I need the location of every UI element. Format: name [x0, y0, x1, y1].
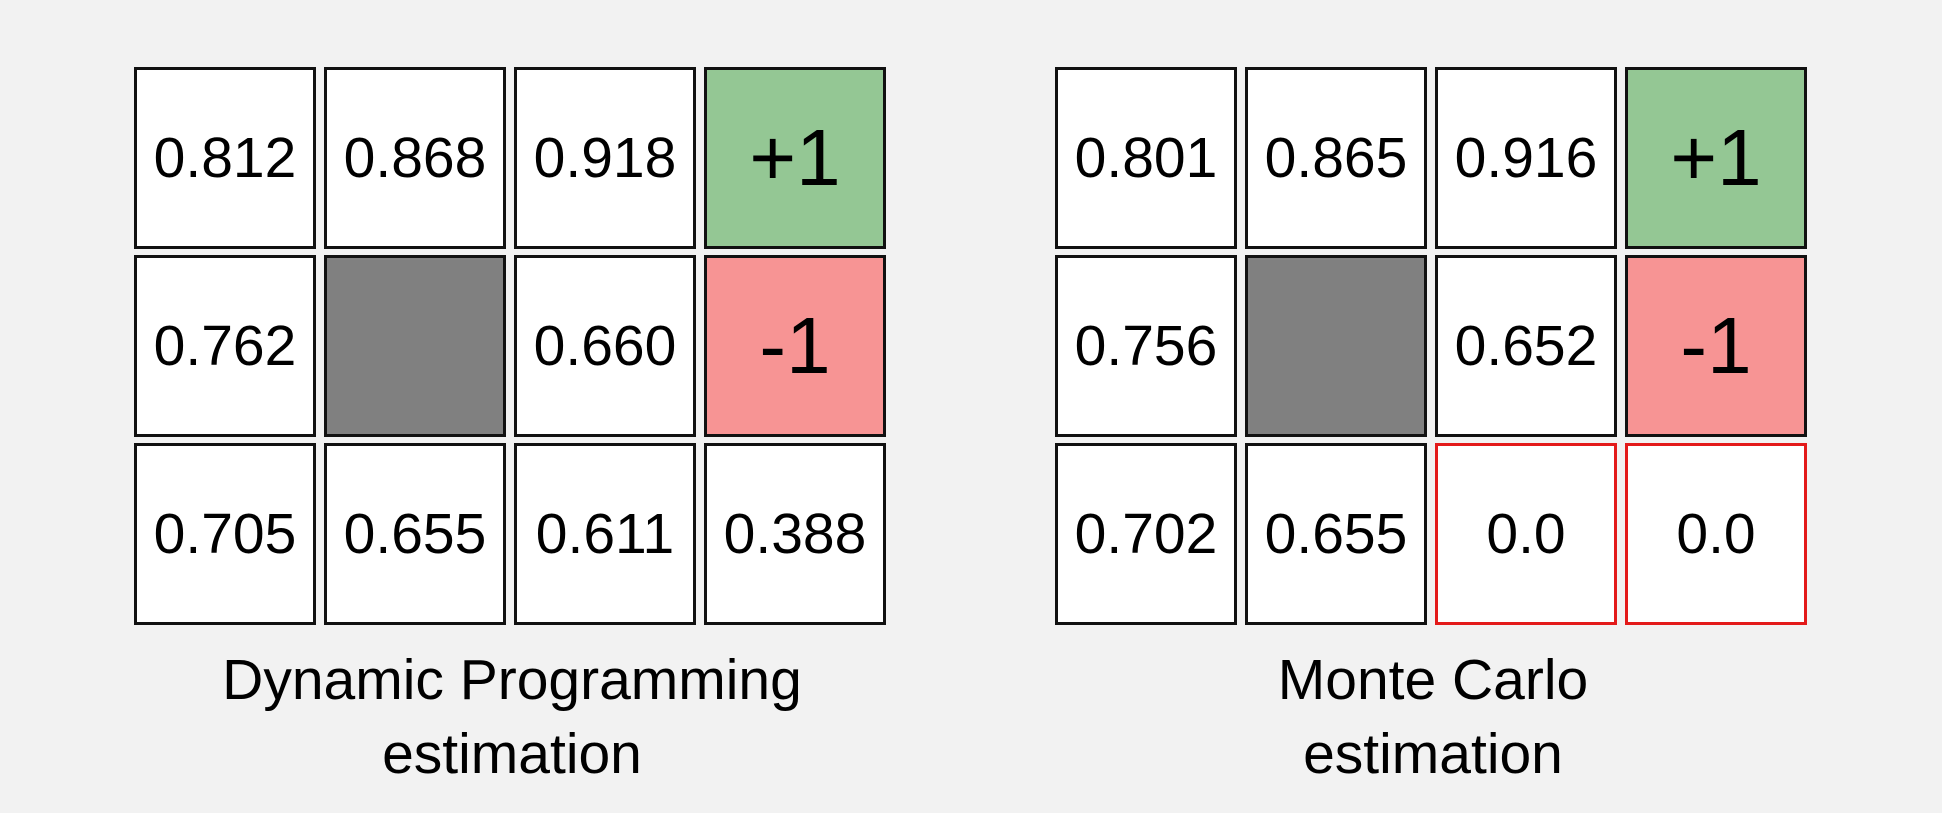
caption-line: estimation — [1303, 722, 1563, 786]
panel-caption: Dynamic Programming estimation — [134, 643, 890, 791]
pit-cell: -1 — [704, 255, 886, 437]
value-grid: 0.812 0.868 0.918 +1 0.762 0.660 -1 0.705 0.655 0… — [134, 67, 890, 625]
value-cell: 0.655 — [324, 443, 506, 625]
value-cell: 0.660 — [514, 255, 696, 437]
panel-caption: Monte Carlo estimation — [1055, 643, 1811, 791]
highlighted-value-cell: 0.0 — [1435, 443, 1617, 625]
highlighted-value-cell: 0.0 — [1625, 443, 1807, 625]
wall-cell — [324, 255, 506, 437]
dynamic-programming-panel: 0.812 0.868 0.918 +1 0.762 0.660 -1 0.705 0.655 0… — [134, 67, 890, 791]
wall-cell — [1245, 255, 1427, 437]
value-cell: 0.388 — [704, 443, 886, 625]
value-cell: 0.705 — [134, 443, 316, 625]
value-cell: 0.652 — [1435, 255, 1617, 437]
value-cell: 0.611 — [514, 443, 696, 625]
caption-line: Dynamic Programming — [222, 648, 802, 712]
caption-line: Monte Carlo — [1277, 648, 1589, 712]
goal-cell: +1 — [704, 67, 886, 249]
value-cell: 0.756 — [1055, 255, 1237, 437]
value-grid: 0.801 0.865 0.916 +1 0.756 0.652 -1 0.702 0.655 0… — [1055, 67, 1811, 625]
value-cell: 0.801 — [1055, 67, 1237, 249]
value-cell: 0.918 — [514, 67, 696, 249]
caption-line: estimation — [382, 722, 642, 786]
value-cell: 0.702 — [1055, 443, 1237, 625]
value-cell: 0.655 — [1245, 443, 1427, 625]
monte-carlo-panel: 0.801 0.865 0.916 +1 0.756 0.652 -1 0.702 0.655 0… — [1055, 67, 1811, 791]
goal-cell: +1 — [1625, 67, 1807, 249]
value-cell: 0.868 — [324, 67, 506, 249]
value-cell: 0.865 — [1245, 67, 1427, 249]
pit-cell: -1 — [1625, 255, 1807, 437]
value-cell: 0.916 — [1435, 67, 1617, 249]
value-cell: 0.762 — [134, 255, 316, 437]
value-cell: 0.812 — [134, 67, 316, 249]
